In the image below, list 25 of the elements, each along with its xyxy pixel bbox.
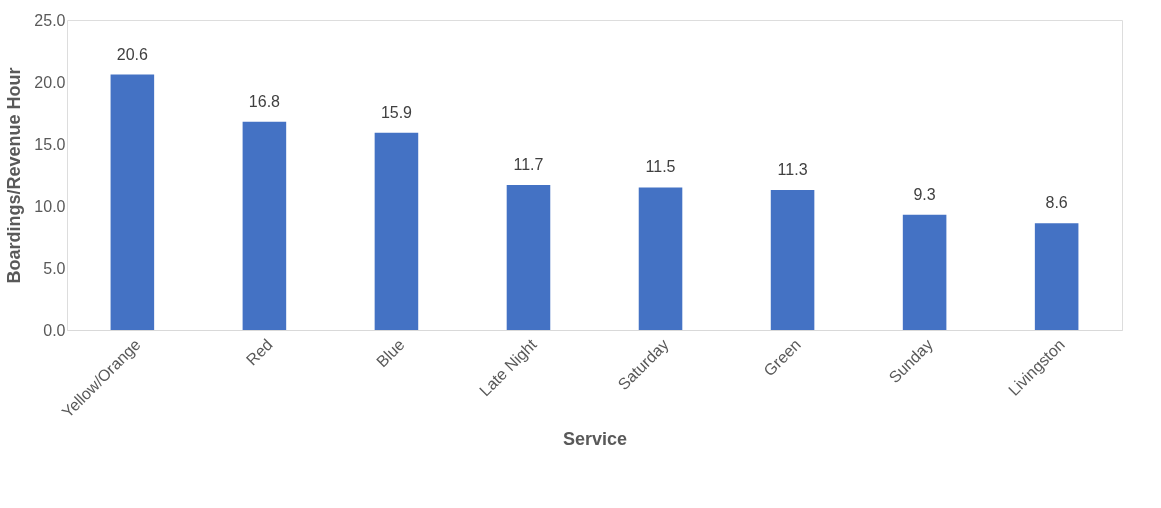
y-tick-label: 5.0 (43, 259, 66, 277)
y-tick-label: 20.0 (34, 73, 66, 91)
bar (374, 132, 419, 330)
data-label: 8.6 (1045, 194, 1068, 212)
bar (110, 74, 155, 330)
y-axis-title: Boardings/Revenue Hour (4, 67, 25, 284)
data-label: 11.5 (645, 158, 676, 176)
bar (902, 214, 947, 330)
data-label: 11.3 (777, 160, 808, 178)
data-label: 15.9 (380, 103, 413, 121)
y-tick-label: 15.0 (34, 135, 66, 153)
bar (770, 189, 815, 330)
data-label: 9.3 (913, 185, 936, 203)
bar (1034, 223, 1079, 330)
x-tick-label: Blue (373, 335, 408, 371)
y-tick-label: 25.0 (34, 11, 66, 29)
data-label: 16.8 (248, 92, 281, 110)
y-tick-label: 0.0 (43, 321, 66, 339)
bar (638, 187, 683, 330)
data-label: 20.6 (116, 45, 149, 63)
bar (242, 121, 287, 330)
data-label: 11.7 (513, 155, 544, 173)
bar (506, 184, 551, 330)
x-axis-title: Service (562, 428, 628, 449)
y-tick-label: 10.0 (34, 197, 66, 215)
